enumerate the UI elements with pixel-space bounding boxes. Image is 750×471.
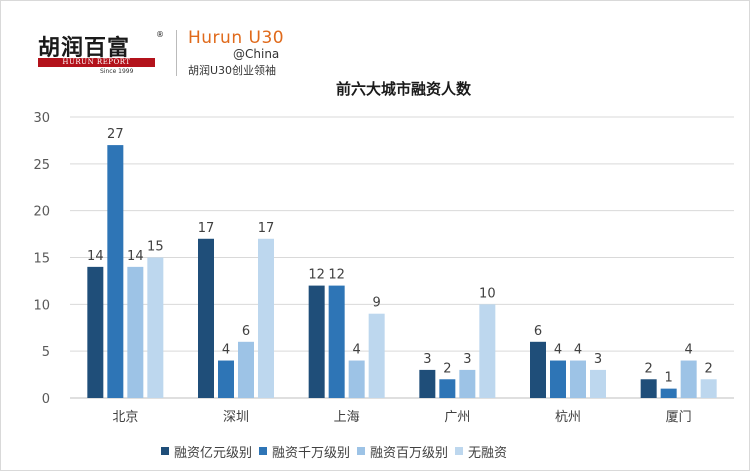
bar: [439, 379, 456, 398]
data-label: 6: [242, 324, 250, 339]
legend-swatch: [455, 447, 464, 455]
data-label: 3: [463, 352, 471, 367]
hurun-logo: 胡润百富 ® HURUN REPORT Since 1999: [38, 30, 164, 76]
bar: [368, 313, 385, 398]
x-tick-label: 深圳: [223, 410, 249, 425]
legend-label: 融资亿元级别: [174, 445, 253, 461]
data-label: 4: [353, 343, 361, 358]
bar: [218, 360, 234, 398]
y-tick-label: 5: [42, 345, 50, 360]
data-label: 3: [423, 352, 431, 367]
bar: [238, 341, 254, 398]
data-label: 12: [308, 268, 325, 283]
bar: [198, 238, 214, 398]
u30-handle: @China: [233, 47, 280, 61]
data-label: 4: [574, 343, 582, 358]
bar: [530, 341, 546, 398]
y-tick-label: 30: [33, 111, 50, 126]
u30-subtitle: 胡润U30创业领袖: [188, 64, 277, 77]
data-label: 27: [107, 127, 124, 142]
logo-divider: [176, 30, 177, 76]
legend-item: 无融资: [455, 442, 507, 461]
x-tick-label: 北京: [112, 410, 138, 425]
legend-swatch: [259, 447, 268, 455]
legend-label: 融资千万级别: [272, 445, 351, 461]
u30-title: Hurun U30: [188, 28, 285, 48]
legend-label: 融资百万级别: [370, 445, 449, 461]
data-label: 14: [127, 249, 144, 264]
bar: [87, 266, 104, 398]
data-label: 10: [479, 286, 496, 301]
legend-label: 无融资: [468, 445, 508, 461]
legend-item: 融资千万级别: [259, 442, 350, 461]
data-label: 2: [705, 361, 713, 376]
data-label: 2: [443, 361, 451, 376]
legend-item: 融资百万级别: [357, 442, 448, 461]
y-tick-label: 25: [33, 158, 50, 173]
bar: [127, 266, 144, 398]
chart-title: 前六大城市融资人数: [336, 80, 472, 98]
chart-legend: 融资亿元级别 融资千万级别 融资百万级别 无融资: [161, 442, 514, 461]
data-label: 14: [87, 249, 104, 264]
legend-swatch: [161, 447, 169, 455]
data-label: 3: [594, 352, 602, 367]
bar: [419, 369, 436, 398]
x-tick-label: 广州: [444, 410, 470, 425]
logo-chinese-text: 胡润百富: [38, 36, 131, 61]
bar: [308, 285, 325, 398]
bar: [348, 360, 365, 398]
data-label: 4: [685, 343, 693, 358]
bar: [700, 379, 717, 398]
bar: [590, 369, 606, 398]
data-label: 1: [665, 371, 673, 386]
bar: [328, 285, 345, 398]
data-label: 2: [645, 361, 653, 376]
bar: [570, 360, 586, 398]
bar: [680, 360, 697, 398]
legend-swatch: [357, 447, 366, 455]
bar: [107, 145, 124, 398]
data-label: 17: [258, 221, 275, 236]
bar: [660, 388, 677, 398]
x-tick-label: 杭州: [555, 410, 581, 425]
y-tick-label: 10: [33, 298, 50, 313]
bar: [147, 257, 164, 398]
bar: [550, 360, 566, 398]
y-tick-label: 15: [33, 252, 50, 267]
y-tick-label: 20: [33, 205, 50, 220]
data-label: 15: [147, 240, 164, 255]
x-tick-label: 上海: [334, 410, 360, 425]
x-tick-label: 厦门: [666, 410, 692, 425]
registered-mark: ®: [156, 30, 164, 39]
bar: [479, 304, 496, 398]
y-tick-label: 0: [42, 392, 50, 407]
data-label: 4: [222, 343, 230, 358]
bar: [459, 369, 476, 398]
bar: [640, 379, 657, 398]
data-label: 4: [554, 343, 562, 358]
logo-report-bar: HURUN REPORT: [38, 58, 155, 67]
data-label: 6: [534, 324, 542, 339]
data-label: 12: [328, 268, 345, 283]
data-label: 17: [198, 221, 215, 236]
data-label: 9: [373, 296, 381, 311]
logo-since: Since 1999: [100, 68, 134, 75]
bar: [258, 238, 274, 398]
legend-item: 融资亿元级别: [161, 442, 252, 461]
